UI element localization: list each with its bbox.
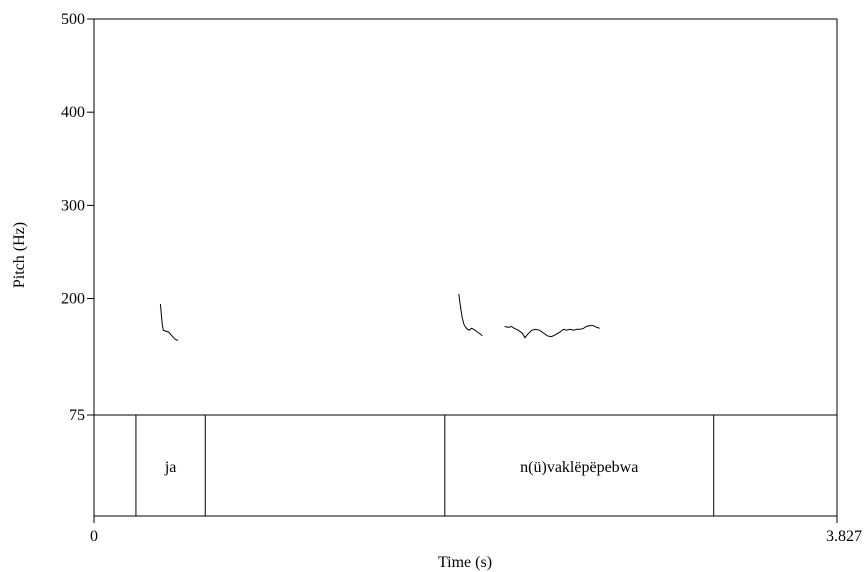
x-axis: 0 3.827: [90, 516, 862, 545]
y-axis: 75 200 300 400 500: [61, 11, 94, 424]
plot-frame: [93, 18, 838, 517]
y-axis-label: Pitch (Hz): [11, 222, 28, 288]
y-tick-label: 75: [69, 407, 85, 424]
interval-label: ja: [164, 459, 177, 476]
x-tick-label: 3.827: [826, 528, 862, 545]
y-tick-label: 400: [61, 104, 85, 121]
pitch-contour-3: [504, 325, 600, 339]
interval-label: n(ü)vaklëpëpebwa: [520, 459, 638, 476]
x-tick-label: 0: [90, 528, 98, 545]
pitch-contour-2: [458, 293, 483, 337]
y-tick-label: 200: [61, 291, 85, 308]
y-tick-label: 300: [61, 197, 85, 214]
pitch-contour-1: [159, 304, 179, 341]
x-axis-label: Time (s): [438, 554, 492, 571]
pitch-series-group: [159, 293, 600, 341]
text-tier: ja n(ü)vaklëpëpebwa: [135, 415, 715, 516]
y-tick-label: 500: [61, 11, 85, 28]
